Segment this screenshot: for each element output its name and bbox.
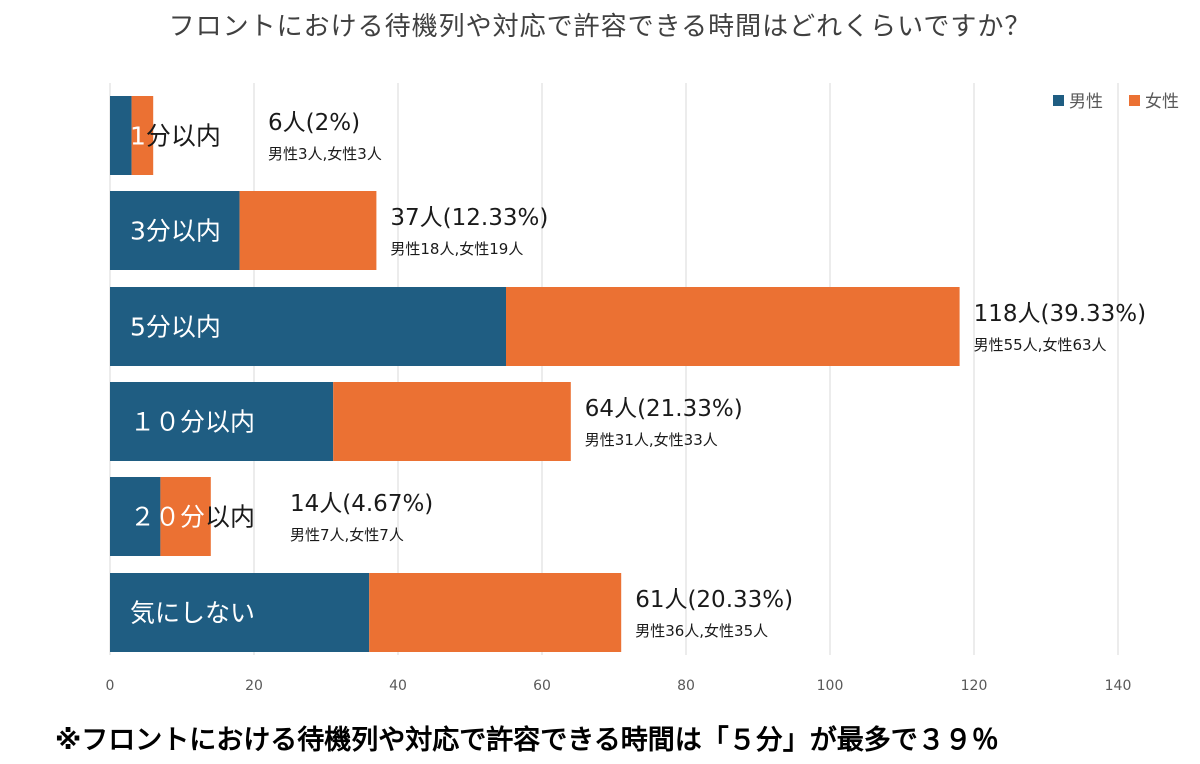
bars [110,96,960,652]
bar-female-4 [333,382,571,461]
bar-male-2 [110,191,240,270]
data-label-breakdown-1: 男性3人,女性3人 [268,145,382,163]
category-label-1: 1分以内 [130,122,221,151]
x-axis-ticks: 0 20 40 60 80 100 120 140 [106,678,1132,694]
legend-label-1: 男性 [1069,92,1103,112]
data-label-total-6: 61人(20.33%) [635,587,793,613]
legend-swatch-2 [1129,95,1140,106]
x-tick-label: 120 [961,678,988,694]
gridlines [109,83,1119,655]
x-tick-label: 0 [106,678,115,694]
data-label-total-4: 64人(21.33%) [585,396,743,422]
data-label-breakdown-4: 男性31人,女性33人 [585,431,718,449]
legend-label-2: 女性 [1145,92,1179,112]
category-label-2: 3分以内 [130,217,221,246]
x-tick-label: 140 [1105,678,1132,694]
data-label-total-2: 37人(12.33%) [390,205,548,231]
bar-male-1 [110,96,132,175]
bar-female-5 [160,477,211,556]
data-label-breakdown-3: 男性55人,女性63人 [974,336,1107,354]
bar-male-3 [110,287,506,366]
bar-female-6 [369,573,622,652]
data-label-breakdown-5: 男性7人,女性7人 [290,526,404,544]
bar-male-5 [110,477,161,556]
category-label-5: ２０分以内 [130,503,255,532]
category-label-4: １０分以内 [130,408,255,437]
data-label-total-1: 6人(2%) [268,110,360,136]
footnote: ※フロントにおける待機列や対応で許容できる時間は「５分」が最多で３９％ [55,725,999,756]
bar-male-4 [110,382,334,461]
x-tick-label: 100 [817,678,844,694]
data-label-total-3: 118人(39.33%) [974,301,1147,327]
category-label-6: 気にしない [130,599,255,628]
x-tick-label: 80 [677,678,695,694]
bar-female-1 [131,96,154,175]
legend: 男性 女性 [1053,92,1179,112]
bar-male-6 [110,573,370,652]
legend-swatch-1 [1053,95,1064,106]
x-tick-label: 20 [245,678,263,694]
x-tick-label: 40 [389,678,407,694]
data-label-total-5: 14人(4.67%) [290,491,433,517]
bar-female-3 [506,287,960,366]
x-tick-label: 60 [533,678,551,694]
category-label-3: 5分以内 [130,313,221,342]
data-label-breakdown-2: 男性18人,女性19人 [390,240,523,258]
bar-female-2 [239,191,377,270]
data-label-breakdown-6: 男性36人,女性35人 [635,622,768,640]
chart-title: フロントにおける待機列や対応で許容できる時間はどれくらいですか？ [168,12,1032,42]
